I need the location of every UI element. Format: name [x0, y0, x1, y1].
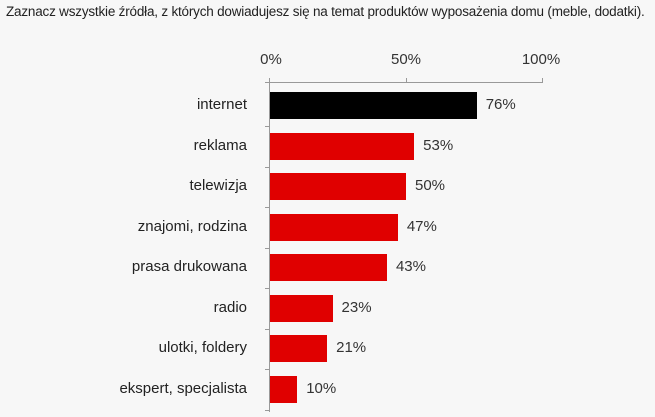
x-tick-label-0: 0% [260, 51, 282, 68]
category-label: ulotki, foldery [158, 339, 247, 356]
bar [270, 132, 415, 160]
y-axis-tick [265, 207, 270, 208]
bar [270, 294, 333, 322]
bar [270, 375, 298, 403]
x-axis-line [265, 82, 543, 83]
category-label: internet [196, 96, 247, 113]
value-label: 10% [306, 379, 337, 397]
value-label: 23% [341, 298, 372, 316]
y-axis-tick [265, 409, 270, 411]
y-axis-tick [265, 126, 270, 127]
bar [270, 92, 477, 119]
y-axis-line [269, 82, 270, 412]
value-label: 47% [406, 217, 437, 235]
y-axis-tick [265, 369, 270, 370]
value-label: 43% [395, 258, 426, 275]
bar [270, 213, 398, 241]
x-axis-tick-50 [406, 78, 407, 83]
bar-row: radio 23% [0, 289, 655, 329]
x-tick-label-50: 50% [390, 51, 422, 68]
bar-row: telewizja 50% [0, 167, 655, 207]
bar-row: reklama 53% [0, 127, 655, 167]
category-label: prasa drukowana [131, 258, 247, 275]
bar [270, 335, 328, 362]
bar [270, 254, 387, 281]
bar-row: internet 76% [0, 86, 655, 126]
category-label: ekspert, specjalista [119, 379, 247, 397]
bar-row: ekspert, specjalista 10% [0, 370, 655, 410]
value-label: 76% [485, 96, 516, 113]
y-axis-tick [265, 166, 270, 168]
value-label: 21% [336, 339, 367, 356]
value-label: 50% [415, 177, 446, 194]
value-label: 53% [423, 136, 454, 154]
chart-title: Zaznacz wszystkie źródła, z których dowi… [6, 4, 645, 19]
x-axis-tick-0 [269, 78, 270, 83]
bar [270, 173, 406, 200]
y-axis-tick [265, 328, 270, 330]
category-label: telewizja [189, 177, 247, 194]
x-tick-label-100: 100% [521, 51, 561, 68]
category-label: znajomi, rodzina [137, 217, 247, 235]
x-axis-tick-100 [542, 78, 543, 83]
bar-row: prasa drukowana 43% [0, 248, 655, 288]
bar-row: ulotki, foldery 21% [0, 329, 655, 369]
bar-row: znajomi, rodzina 47% [0, 208, 655, 248]
y-axis-tick [265, 288, 270, 289]
y-axis-tick [265, 247, 270, 249]
category-label: radio [213, 298, 247, 316]
category-label: reklama [193, 136, 247, 154]
